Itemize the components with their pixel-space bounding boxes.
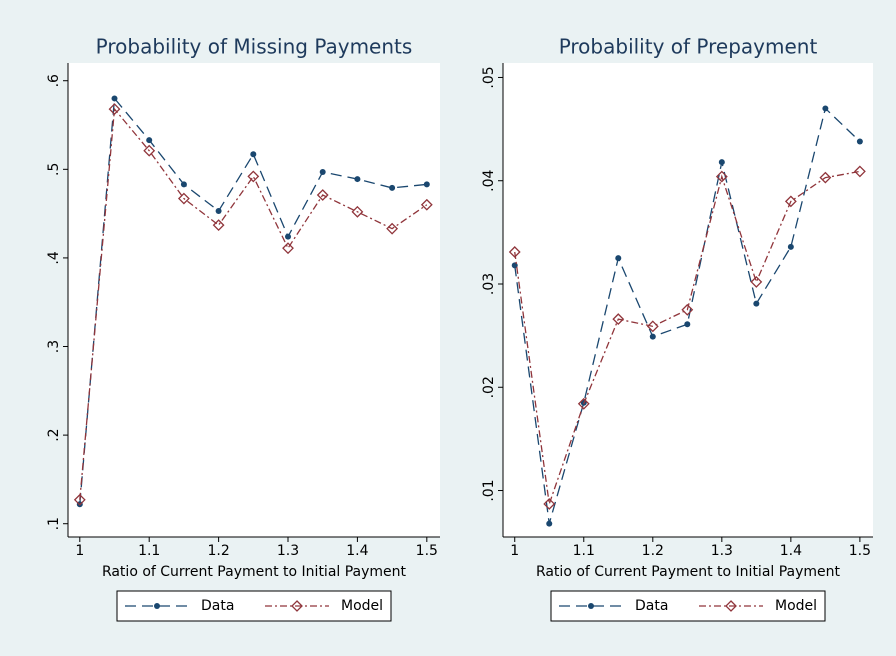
x-tick-label: 1.3	[711, 543, 733, 559]
point	[420, 198, 433, 211]
point	[577, 397, 590, 410]
point	[389, 184, 396, 191]
x-tick-label: 1.5	[416, 543, 438, 559]
legend-marker	[725, 600, 737, 612]
series-line	[514, 170, 860, 505]
y-tick-label: .3	[46, 340, 62, 353]
point	[718, 159, 725, 166]
point	[351, 205, 364, 218]
point	[143, 144, 156, 157]
legend-marker	[291, 600, 303, 612]
point	[646, 320, 659, 333]
point	[146, 137, 153, 144]
y-tick-label: .05	[481, 66, 497, 88]
point	[543, 498, 556, 510]
series-line	[79, 96, 427, 505]
y-tick-label: .01	[481, 479, 497, 501]
point	[612, 313, 625, 326]
point	[212, 219, 225, 232]
chart-title: Probability of Prepayment	[559, 35, 818, 59]
y-tick-label: .1	[46, 517, 62, 530]
point	[819, 171, 832, 184]
point	[386, 222, 399, 235]
point	[215, 207, 222, 214]
point	[822, 105, 829, 112]
y-tick-label: .2	[46, 428, 62, 441]
point	[250, 151, 257, 158]
legend-marker	[154, 603, 160, 609]
legend-label: Model	[341, 598, 383, 614]
point	[108, 103, 121, 115]
point	[649, 333, 656, 340]
x-axis-label: Ratio of Current Payment to Initial Paym…	[536, 564, 841, 580]
y-tick-label: .5	[46, 163, 62, 176]
legend-marker	[588, 603, 594, 609]
plot-area	[503, 63, 873, 537]
point	[247, 170, 260, 183]
point	[511, 262, 518, 269]
legend	[116, 590, 392, 622]
x-tick-label: 1.4	[346, 543, 368, 559]
point	[177, 192, 190, 205]
point	[615, 255, 622, 262]
point	[856, 138, 863, 145]
chart-title: Probability of Missing Payments	[96, 35, 413, 59]
point	[423, 181, 430, 188]
point	[684, 321, 691, 328]
x-tick-label: 1.3	[277, 543, 299, 559]
point	[784, 195, 797, 208]
y-tick-label: .03	[481, 273, 497, 295]
plot-area	[68, 63, 440, 537]
point	[316, 189, 329, 201]
point	[508, 246, 521, 258]
x-tick-label: 1	[510, 543, 519, 559]
point	[750, 276, 763, 288]
x-tick-label: 1.5	[849, 543, 871, 559]
point	[681, 303, 694, 316]
point	[853, 165, 866, 178]
x-tick-label: 1.4	[780, 543, 802, 559]
series-line	[514, 107, 861, 524]
legend-label: Model	[775, 598, 817, 614]
x-tick-label: 1.2	[207, 543, 229, 559]
y-tick-label: .02	[481, 376, 497, 398]
x-axis-label: Ratio of Current Payment to Initial Paym…	[102, 564, 407, 580]
point	[111, 95, 118, 102]
x-tick-label: 1.1	[138, 543, 160, 559]
y-tick-label: .04	[481, 170, 497, 192]
legend-label: Data	[635, 598, 668, 614]
y-tick-label: .4	[46, 251, 62, 264]
point	[753, 300, 760, 307]
point	[715, 170, 728, 183]
point	[282, 242, 294, 255]
x-tick-label: 1.1	[573, 543, 595, 559]
point	[319, 168, 326, 175]
x-tick-label: 1	[75, 543, 84, 559]
legend-label: Data	[201, 598, 234, 614]
point	[354, 176, 361, 183]
y-tick-label: .6	[46, 74, 62, 87]
point	[285, 233, 292, 240]
point	[73, 493, 86, 506]
point	[180, 181, 187, 188]
point	[546, 520, 553, 527]
x-tick-label: 1.2	[642, 543, 664, 559]
point	[787, 243, 794, 250]
